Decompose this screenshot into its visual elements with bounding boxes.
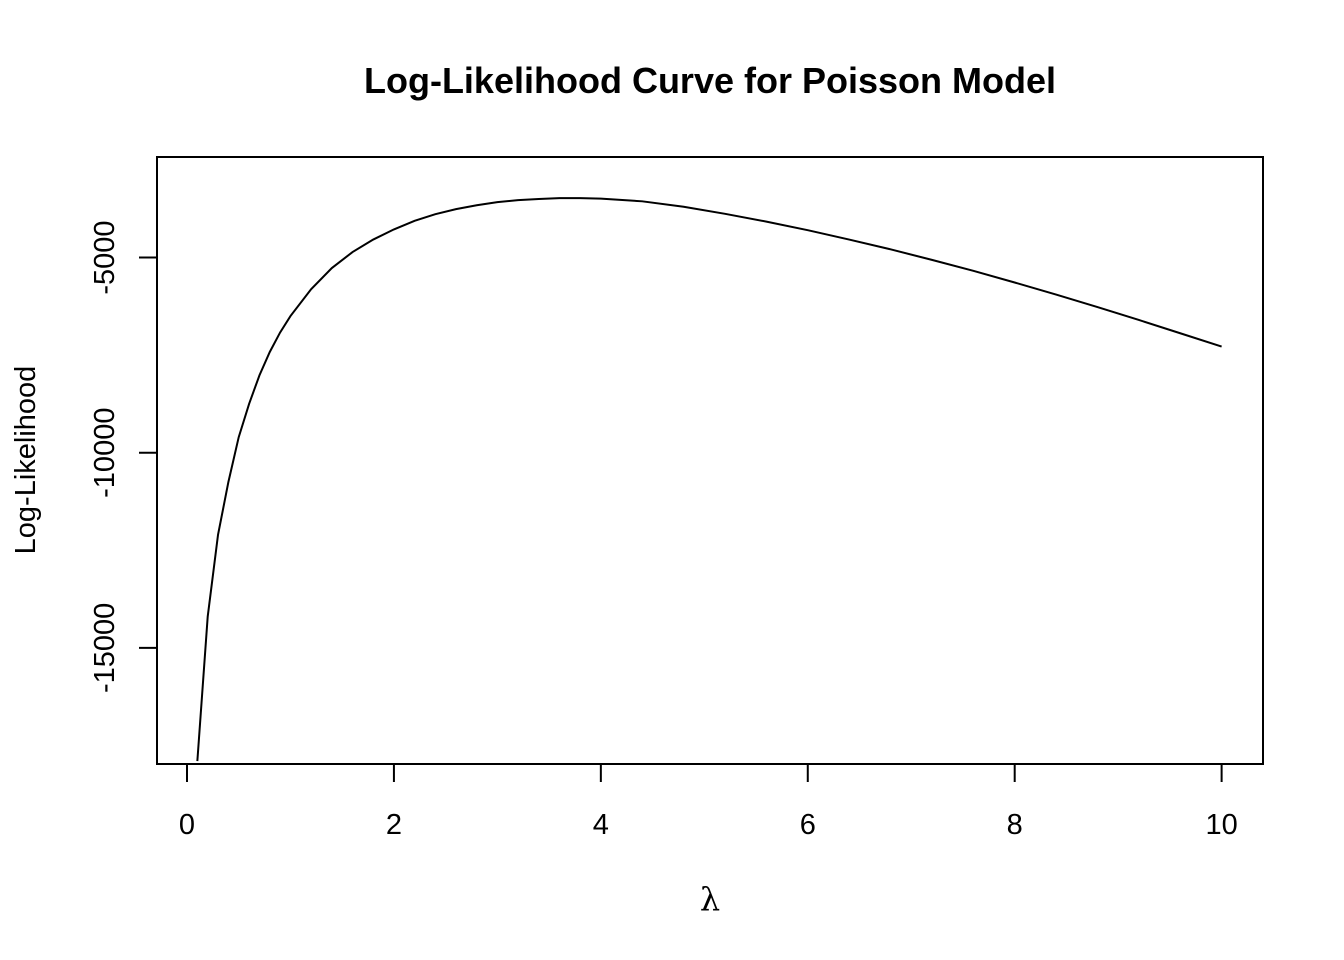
x-tick-label: 10 (1205, 809, 1237, 841)
x-axis-label: λ (700, 880, 720, 918)
y-axis-label: Log-Likelihood (10, 366, 42, 555)
y-tick-label: -15000 (89, 603, 121, 693)
series-line-log-likelihood (196, 197, 1222, 762)
x-tick-label: 2 (386, 809, 402, 841)
x-tick-label: 8 (1007, 809, 1023, 841)
y-tick-label: -10000 (89, 408, 121, 498)
chart-title: Log-Likelihood Curve for Poisson Model (364, 60, 1056, 101)
y-axis: -15000 -10000 -5000 (89, 220, 158, 693)
x-axis: 0 2 4 6 8 10 (179, 763, 1238, 841)
y-tick-label: -5000 (89, 220, 121, 294)
plot-frame (156, 156, 1264, 765)
x-tick-label: 0 (179, 809, 195, 841)
x-tick-label: 4 (593, 809, 609, 841)
x-tick-label: 6 (800, 809, 816, 841)
